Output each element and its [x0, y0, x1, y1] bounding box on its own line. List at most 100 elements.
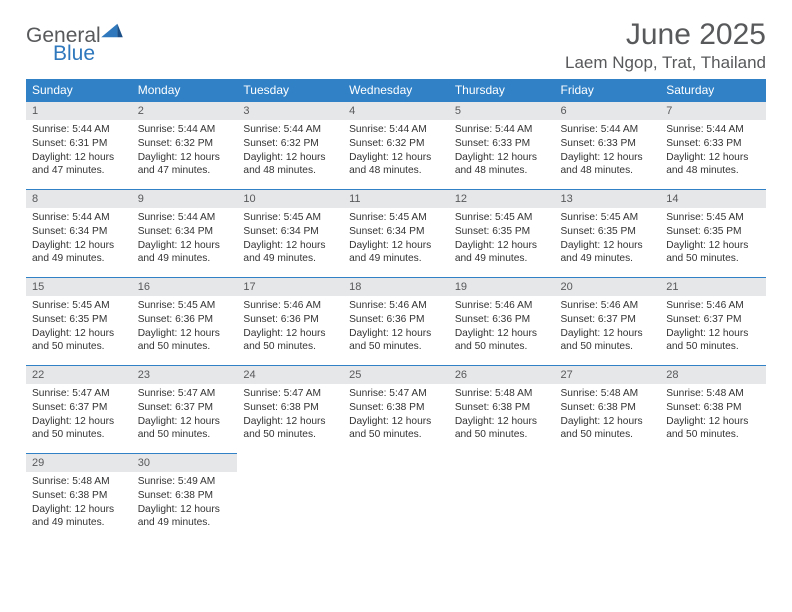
calendar-page: General Blue June 2025 Laem Ngop, Trat, …: [0, 0, 792, 612]
calendar-week: 29Sunrise: 5:48 AMSunset: 6:38 PMDayligh…: [26, 453, 766, 543]
day-details: Sunrise: 5:45 AMSunset: 6:35 PMDaylight:…: [449, 208, 555, 270]
calendar-day: 25Sunrise: 5:47 AMSunset: 6:38 PMDayligh…: [343, 365, 449, 453]
day-details: Sunrise: 5:44 AMSunset: 6:32 PMDaylight:…: [132, 120, 238, 182]
calendar-week: 15Sunrise: 5:45 AMSunset: 6:35 PMDayligh…: [26, 277, 766, 365]
calendar-day: 6Sunrise: 5:44 AMSunset: 6:33 PMDaylight…: [555, 101, 661, 189]
calendar-day: 13Sunrise: 5:45 AMSunset: 6:35 PMDayligh…: [555, 189, 661, 277]
calendar-day: 7Sunrise: 5:44 AMSunset: 6:33 PMDaylight…: [660, 101, 766, 189]
day-number: 1: [26, 101, 132, 120]
day-number: 7: [660, 101, 766, 120]
calendar-week: 22Sunrise: 5:47 AMSunset: 6:37 PMDayligh…: [26, 365, 766, 453]
calendar-day-empty: ..: [343, 453, 449, 543]
calendar-body: 1Sunrise: 5:44 AMSunset: 6:31 PMDaylight…: [26, 101, 766, 543]
day-details: Sunrise: 5:47 AMSunset: 6:38 PMDaylight:…: [343, 384, 449, 446]
page-header: General Blue June 2025 Laem Ngop, Trat, …: [26, 18, 766, 73]
calendar-day: 8Sunrise: 5:44 AMSunset: 6:34 PMDaylight…: [26, 189, 132, 277]
day-details: Sunrise: 5:46 AMSunset: 6:36 PMDaylight:…: [343, 296, 449, 358]
day-number: 13: [555, 189, 661, 208]
weekday-sunday: Sunday: [26, 79, 132, 101]
day-details: Sunrise: 5:48 AMSunset: 6:38 PMDaylight:…: [555, 384, 661, 446]
day-number: 3: [237, 101, 343, 120]
day-number: 6: [555, 101, 661, 120]
day-number: 30: [132, 453, 238, 472]
day-number: 9: [132, 189, 238, 208]
day-number: 26: [449, 365, 555, 384]
calendar-day: 27Sunrise: 5:48 AMSunset: 6:38 PMDayligh…: [555, 365, 661, 453]
month-title: June 2025: [565, 18, 766, 51]
calendar-day: 29Sunrise: 5:48 AMSunset: 6:38 PMDayligh…: [26, 453, 132, 543]
calendar-day: 11Sunrise: 5:45 AMSunset: 6:34 PMDayligh…: [343, 189, 449, 277]
day-details: Sunrise: 5:45 AMSunset: 6:35 PMDaylight:…: [660, 208, 766, 270]
calendar-day: 17Sunrise: 5:46 AMSunset: 6:36 PMDayligh…: [237, 277, 343, 365]
calendar-day: 5Sunrise: 5:44 AMSunset: 6:33 PMDaylight…: [449, 101, 555, 189]
day-details: Sunrise: 5:45 AMSunset: 6:35 PMDaylight:…: [26, 296, 132, 358]
day-number: 16: [132, 277, 238, 296]
weekday-monday: Monday: [132, 79, 238, 101]
logo-text: General Blue: [26, 24, 123, 72]
weekday-row: SundayMondayTuesdayWednesdayThursdayFrid…: [26, 79, 766, 101]
calendar-table: SundayMondayTuesdayWednesdayThursdayFrid…: [26, 79, 766, 543]
day-details: Sunrise: 5:44 AMSunset: 6:31 PMDaylight:…: [26, 120, 132, 182]
day-number: 14: [660, 189, 766, 208]
weekday-thursday: Thursday: [449, 79, 555, 101]
calendar-day-empty: ..: [555, 453, 661, 543]
day-details: Sunrise: 5:46 AMSunset: 6:37 PMDaylight:…: [555, 296, 661, 358]
calendar-week: 1Sunrise: 5:44 AMSunset: 6:31 PMDaylight…: [26, 101, 766, 189]
weekday-wednesday: Wednesday: [343, 79, 449, 101]
calendar-day: 22Sunrise: 5:47 AMSunset: 6:37 PMDayligh…: [26, 365, 132, 453]
day-details: Sunrise: 5:47 AMSunset: 6:37 PMDaylight:…: [26, 384, 132, 446]
brand-word-2: Blue: [53, 42, 95, 65]
calendar-day: 18Sunrise: 5:46 AMSunset: 6:36 PMDayligh…: [343, 277, 449, 365]
day-number: 10: [237, 189, 343, 208]
day-details: Sunrise: 5:45 AMSunset: 6:34 PMDaylight:…: [237, 208, 343, 270]
calendar-day: 12Sunrise: 5:45 AMSunset: 6:35 PMDayligh…: [449, 189, 555, 277]
day-number: 29: [26, 453, 132, 472]
day-details: Sunrise: 5:49 AMSunset: 6:38 PMDaylight:…: [132, 472, 238, 534]
calendar-day: 10Sunrise: 5:45 AMSunset: 6:34 PMDayligh…: [237, 189, 343, 277]
brand-logo: General Blue: [26, 18, 123, 72]
calendar-day: 24Sunrise: 5:47 AMSunset: 6:38 PMDayligh…: [237, 365, 343, 453]
day-number: 5: [449, 101, 555, 120]
day-details: Sunrise: 5:46 AMSunset: 6:36 PMDaylight:…: [237, 296, 343, 358]
day-number: 8: [26, 189, 132, 208]
day-number: 12: [449, 189, 555, 208]
day-details: Sunrise: 5:44 AMSunset: 6:34 PMDaylight:…: [132, 208, 238, 270]
day-number: 19: [449, 277, 555, 296]
calendar-day: 28Sunrise: 5:48 AMSunset: 6:38 PMDayligh…: [660, 365, 766, 453]
day-details: Sunrise: 5:44 AMSunset: 6:32 PMDaylight:…: [343, 120, 449, 182]
day-number: 22: [26, 365, 132, 384]
calendar-day: 9Sunrise: 5:44 AMSunset: 6:34 PMDaylight…: [132, 189, 238, 277]
calendar-day: 15Sunrise: 5:45 AMSunset: 6:35 PMDayligh…: [26, 277, 132, 365]
day-details: Sunrise: 5:44 AMSunset: 6:33 PMDaylight:…: [449, 120, 555, 182]
day-number: 28: [660, 365, 766, 384]
weekday-tuesday: Tuesday: [237, 79, 343, 101]
calendar-week: 8Sunrise: 5:44 AMSunset: 6:34 PMDaylight…: [26, 189, 766, 277]
calendar-day: 1Sunrise: 5:44 AMSunset: 6:31 PMDaylight…: [26, 101, 132, 189]
calendar-day: 14Sunrise: 5:45 AMSunset: 6:35 PMDayligh…: [660, 189, 766, 277]
day-details: Sunrise: 5:45 AMSunset: 6:34 PMDaylight:…: [343, 208, 449, 270]
calendar-day: 21Sunrise: 5:46 AMSunset: 6:37 PMDayligh…: [660, 277, 766, 365]
calendar-day-empty: ..: [660, 453, 766, 543]
location-text: Laem Ngop, Trat, Thailand: [565, 53, 766, 73]
title-block: June 2025 Laem Ngop, Trat, Thailand: [565, 18, 766, 73]
calendar-day: 30Sunrise: 5:49 AMSunset: 6:38 PMDayligh…: [132, 453, 238, 543]
day-number: 24: [237, 365, 343, 384]
day-details: Sunrise: 5:44 AMSunset: 6:33 PMDaylight:…: [660, 120, 766, 182]
calendar-day: 2Sunrise: 5:44 AMSunset: 6:32 PMDaylight…: [132, 101, 238, 189]
day-number: 15: [26, 277, 132, 296]
weekday-saturday: Saturday: [660, 79, 766, 101]
weekday-friday: Friday: [555, 79, 661, 101]
calendar-day: 4Sunrise: 5:44 AMSunset: 6:32 PMDaylight…: [343, 101, 449, 189]
calendar-day: 19Sunrise: 5:46 AMSunset: 6:36 PMDayligh…: [449, 277, 555, 365]
day-number: 17: [237, 277, 343, 296]
day-number: 20: [555, 277, 661, 296]
calendar-day: 16Sunrise: 5:45 AMSunset: 6:36 PMDayligh…: [132, 277, 238, 365]
calendar-day: 23Sunrise: 5:47 AMSunset: 6:37 PMDayligh…: [132, 365, 238, 453]
calendar-head: SundayMondayTuesdayWednesdayThursdayFrid…: [26, 79, 766, 101]
day-number: 23: [132, 365, 238, 384]
day-details: Sunrise: 5:46 AMSunset: 6:36 PMDaylight:…: [449, 296, 555, 358]
day-details: Sunrise: 5:44 AMSunset: 6:34 PMDaylight:…: [26, 208, 132, 270]
day-number: 4: [343, 101, 449, 120]
day-number: 21: [660, 277, 766, 296]
calendar-day: 26Sunrise: 5:48 AMSunset: 6:38 PMDayligh…: [449, 365, 555, 453]
